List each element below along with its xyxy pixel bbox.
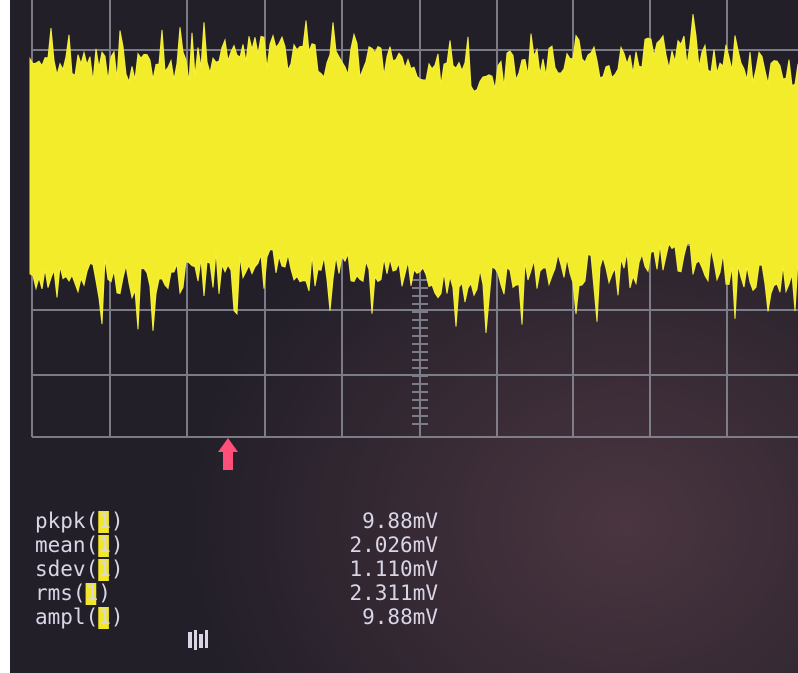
measurement-value: 9.88mV [362, 509, 438, 533]
measurement-value: 2.026mV [349, 533, 438, 557]
measurement-value: 2.311mV [349, 581, 438, 605]
oscilloscope-photo: pkpk(1) 9.88mV mean(1) 2.026mV sdev(1) 1.110m… [0, 0, 798, 673]
measurement-value: 9.88mV [362, 605, 438, 629]
measurement-label: mean(1) [35, 533, 124, 557]
measurement-label: sdev(1) [35, 557, 124, 581]
measurement-value: 1.110mV [349, 557, 438, 581]
measurement-label: rms(1) [35, 581, 111, 605]
measurement-label: pkpk(1) [35, 509, 124, 533]
measurement-label: ampl(1) [35, 605, 124, 629]
